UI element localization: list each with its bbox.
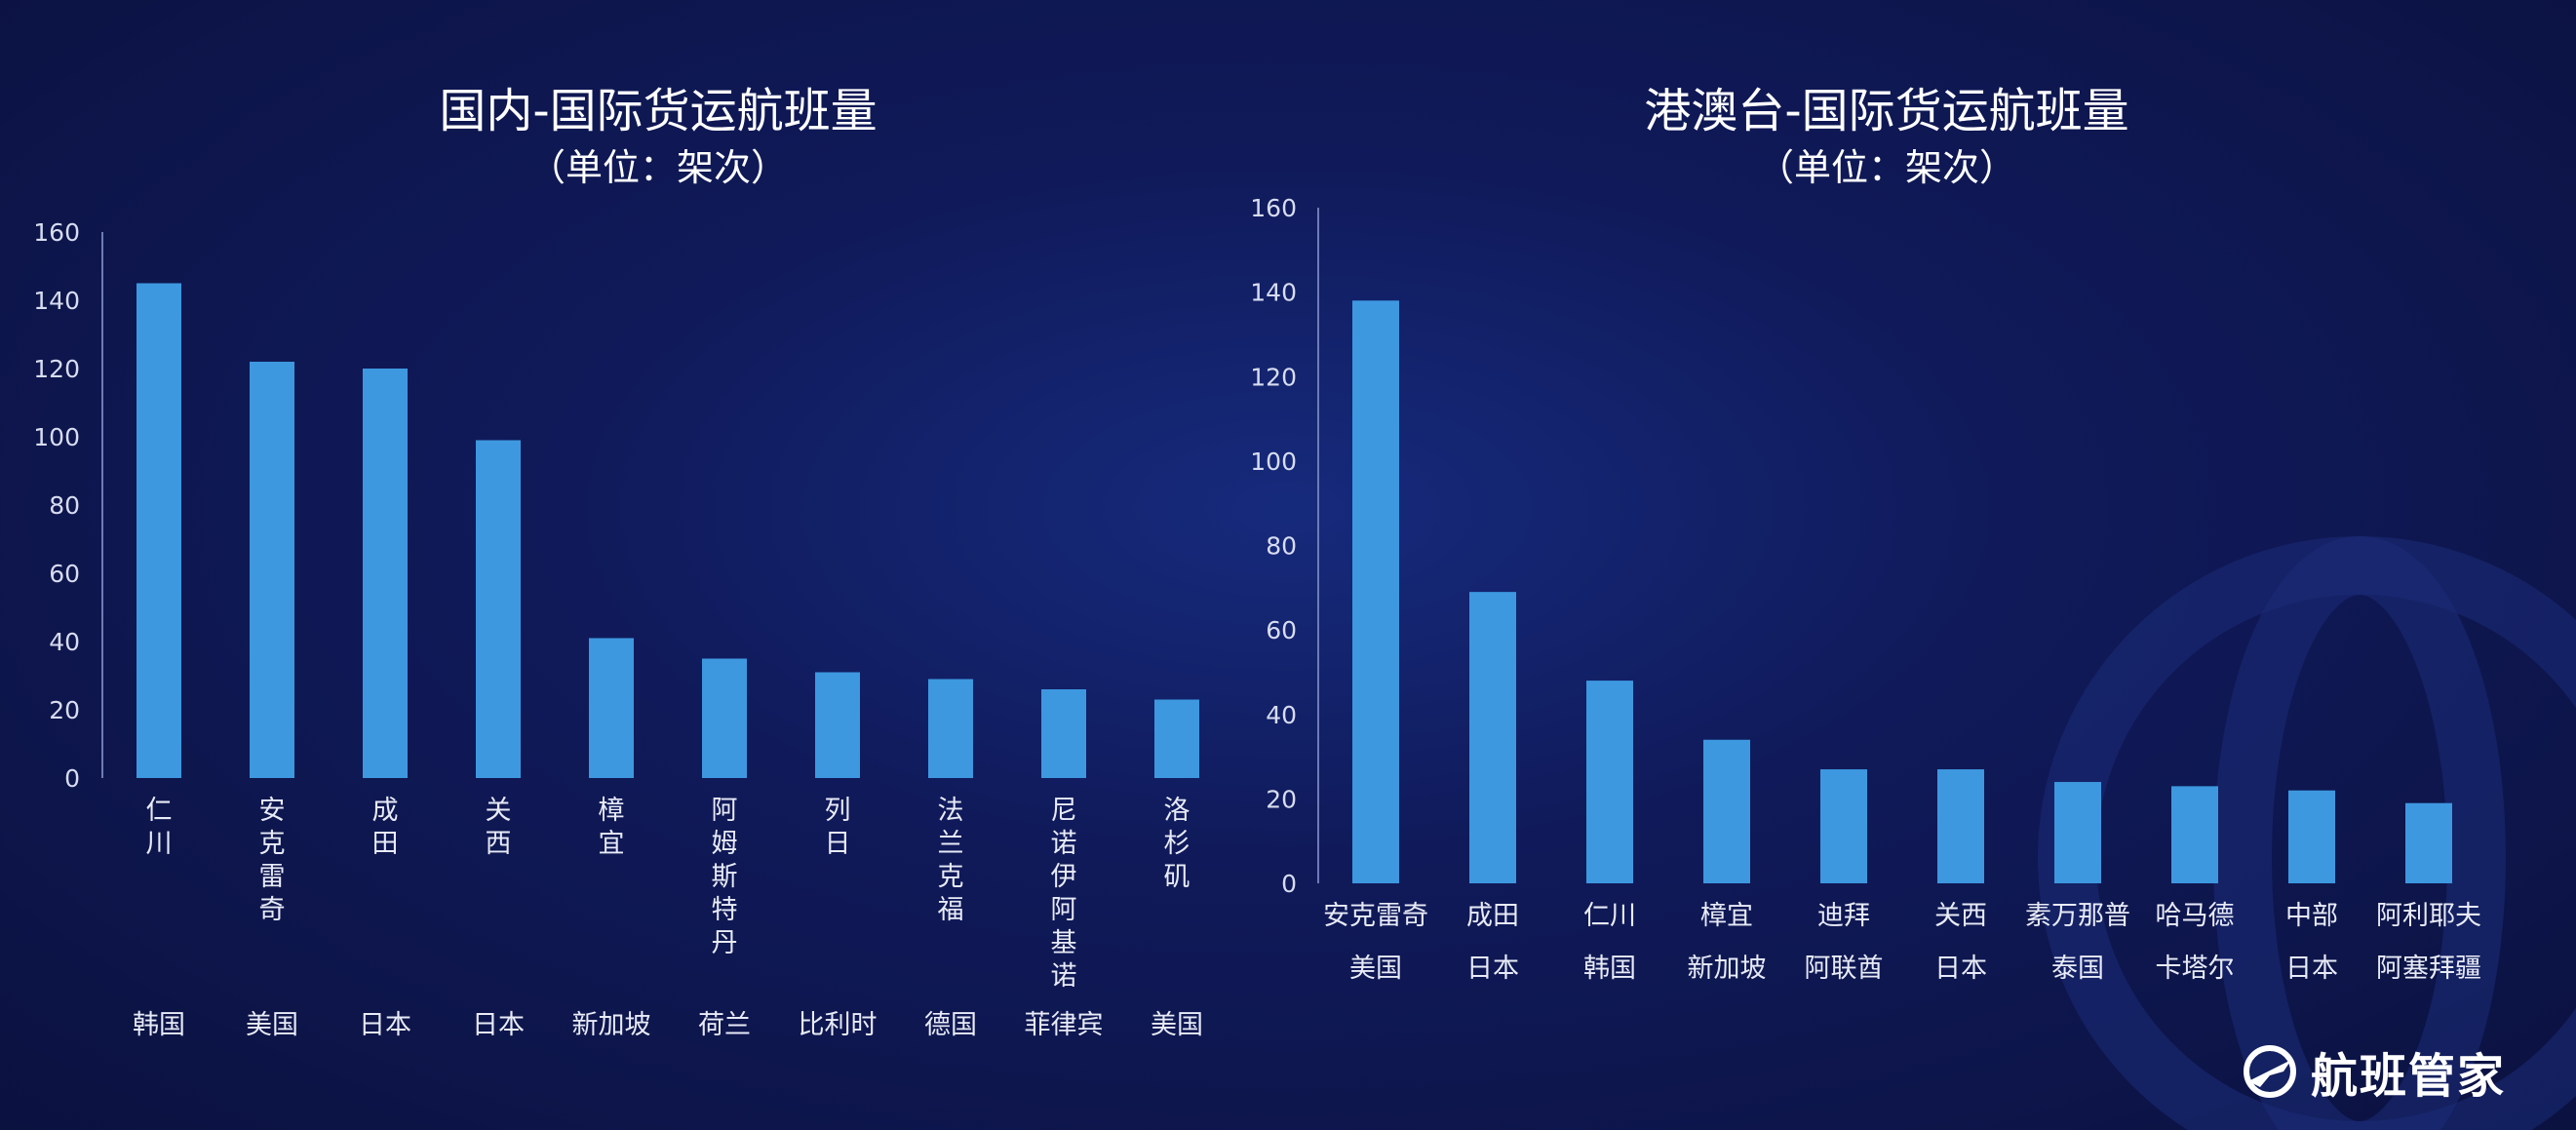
bar bbox=[250, 362, 294, 778]
country-label: 新加坡 bbox=[572, 1010, 651, 1040]
country-label: 卡塔尔 bbox=[2156, 954, 2235, 984]
category-label: 安克雷奇 bbox=[259, 796, 286, 925]
category-label: 中部 bbox=[2285, 901, 2338, 931]
y-tick-label: 140 bbox=[1250, 279, 1297, 307]
country-label: 韩国 bbox=[1583, 954, 1636, 984]
domestic-international-cargo-chart: 国内-国际货运航班量 （单位：架次） 0 20 40 60 80 100 120 140 160 仁川… bbox=[33, 84, 1203, 1040]
y-tick-label: 160 bbox=[1250, 194, 1297, 222]
category-label: 仁川 bbox=[1583, 901, 1636, 931]
category-label: 仁川 bbox=[146, 796, 173, 859]
country-label: 日本 bbox=[2285, 954, 2338, 984]
country-label: 美国 bbox=[1349, 954, 1402, 984]
bar bbox=[815, 672, 860, 778]
y-tick-label: 60 bbox=[49, 560, 80, 588]
country-label: 韩国 bbox=[133, 1010, 185, 1040]
bar bbox=[1469, 592, 1516, 883]
chart-subtitle: （单位：架次） bbox=[1757, 146, 2016, 189]
country-label: 日本 bbox=[1934, 954, 1987, 984]
bar bbox=[2288, 790, 2335, 883]
category-label: 洛杉矶 bbox=[1164, 796, 1190, 892]
y-tick-label: 160 bbox=[33, 218, 80, 247]
category-label: 阿利耶夫 bbox=[2376, 901, 2481, 931]
country-label: 阿塞拜疆 bbox=[2376, 954, 2481, 984]
category-label: 关西 bbox=[1934, 901, 1987, 931]
y-tick-label: 140 bbox=[33, 287, 80, 315]
chart-subtitle: （单位：架次） bbox=[528, 146, 788, 189]
brand-logo: 航班管家 bbox=[2241, 1040, 2506, 1104]
airplane-globe-icon bbox=[2243, 1045, 2296, 1098]
chart-title: 国内-国际货运航班量 bbox=[439, 84, 877, 138]
y-tick-label: 80 bbox=[1266, 532, 1297, 561]
y-tick-label: 120 bbox=[1250, 363, 1297, 391]
y-tick-label: 0 bbox=[1281, 870, 1297, 898]
bar bbox=[589, 638, 634, 778]
category-label: 关西 bbox=[486, 796, 512, 859]
y-tick-label: 20 bbox=[1266, 785, 1297, 813]
bar bbox=[928, 679, 973, 778]
country-label: 泰国 bbox=[2051, 954, 2104, 984]
y-tick-label: 80 bbox=[49, 491, 80, 520]
country-label: 日本 bbox=[472, 1010, 525, 1040]
y-tick-label: 0 bbox=[64, 764, 80, 793]
bar bbox=[1154, 699, 1199, 778]
country-label: 德国 bbox=[924, 1010, 977, 1040]
country-label: 日本 bbox=[359, 1010, 411, 1040]
y-tick-label: 100 bbox=[33, 423, 80, 451]
country-label: 新加坡 bbox=[1688, 954, 1767, 984]
category-label: 安克雷奇 bbox=[1323, 901, 1428, 931]
bar bbox=[702, 658, 747, 778]
country-label: 美国 bbox=[246, 1010, 298, 1040]
bar bbox=[1586, 681, 1633, 883]
y-tick-label: 40 bbox=[49, 628, 80, 656]
bar bbox=[137, 283, 181, 778]
country-label: 荷兰 bbox=[698, 1010, 751, 1040]
country-label: 菲律宾 bbox=[1025, 1010, 1104, 1040]
category-label: 哈马德 bbox=[2156, 901, 2235, 931]
y-tick-label: 40 bbox=[1266, 701, 1297, 729]
bar bbox=[1041, 689, 1086, 778]
hkmt-international-cargo-chart: 港澳台-国际货运航班量 （单位：架次） 0 20 40 60 80 100 120 140 160 安… bbox=[1250, 84, 2481, 984]
category-label: 成田 bbox=[372, 796, 399, 859]
category-label: 法兰克福 bbox=[938, 796, 964, 925]
bar bbox=[1820, 769, 1867, 883]
country-label: 比利时 bbox=[799, 1010, 878, 1040]
bar bbox=[1937, 769, 1984, 883]
y-tick-label: 60 bbox=[1266, 616, 1297, 644]
country-label: 阿联酋 bbox=[1805, 954, 1884, 984]
category-label: 阿姆斯特丹 bbox=[712, 796, 738, 958]
chart-title: 港澳台-国际货运航班量 bbox=[1644, 84, 2128, 138]
category-label: 列日 bbox=[825, 796, 851, 859]
y-tick-label: 20 bbox=[49, 696, 80, 724]
bar bbox=[2171, 786, 2218, 883]
bar bbox=[476, 440, 521, 778]
brand-name: 航班管家 bbox=[2310, 1049, 2506, 1104]
category-label: 尼诺伊阿基诺 bbox=[1051, 796, 1077, 992]
country-label: 日本 bbox=[1466, 954, 1519, 984]
bar bbox=[1703, 739, 1750, 883]
bar bbox=[1352, 300, 1399, 884]
bar bbox=[363, 369, 408, 778]
country-label: 美国 bbox=[1151, 1010, 1203, 1040]
bar bbox=[2054, 782, 2101, 883]
category-label: 樟宜 bbox=[599, 796, 625, 859]
category-label: 素万那普 bbox=[2025, 901, 2130, 931]
category-label: 迪拜 bbox=[1817, 901, 1870, 931]
category-label: 成田 bbox=[1466, 901, 1519, 931]
category-label: 樟宜 bbox=[1700, 901, 1753, 931]
bar bbox=[2405, 802, 2452, 883]
y-tick-label: 100 bbox=[1250, 448, 1297, 476]
y-tick-label: 120 bbox=[33, 355, 80, 383]
